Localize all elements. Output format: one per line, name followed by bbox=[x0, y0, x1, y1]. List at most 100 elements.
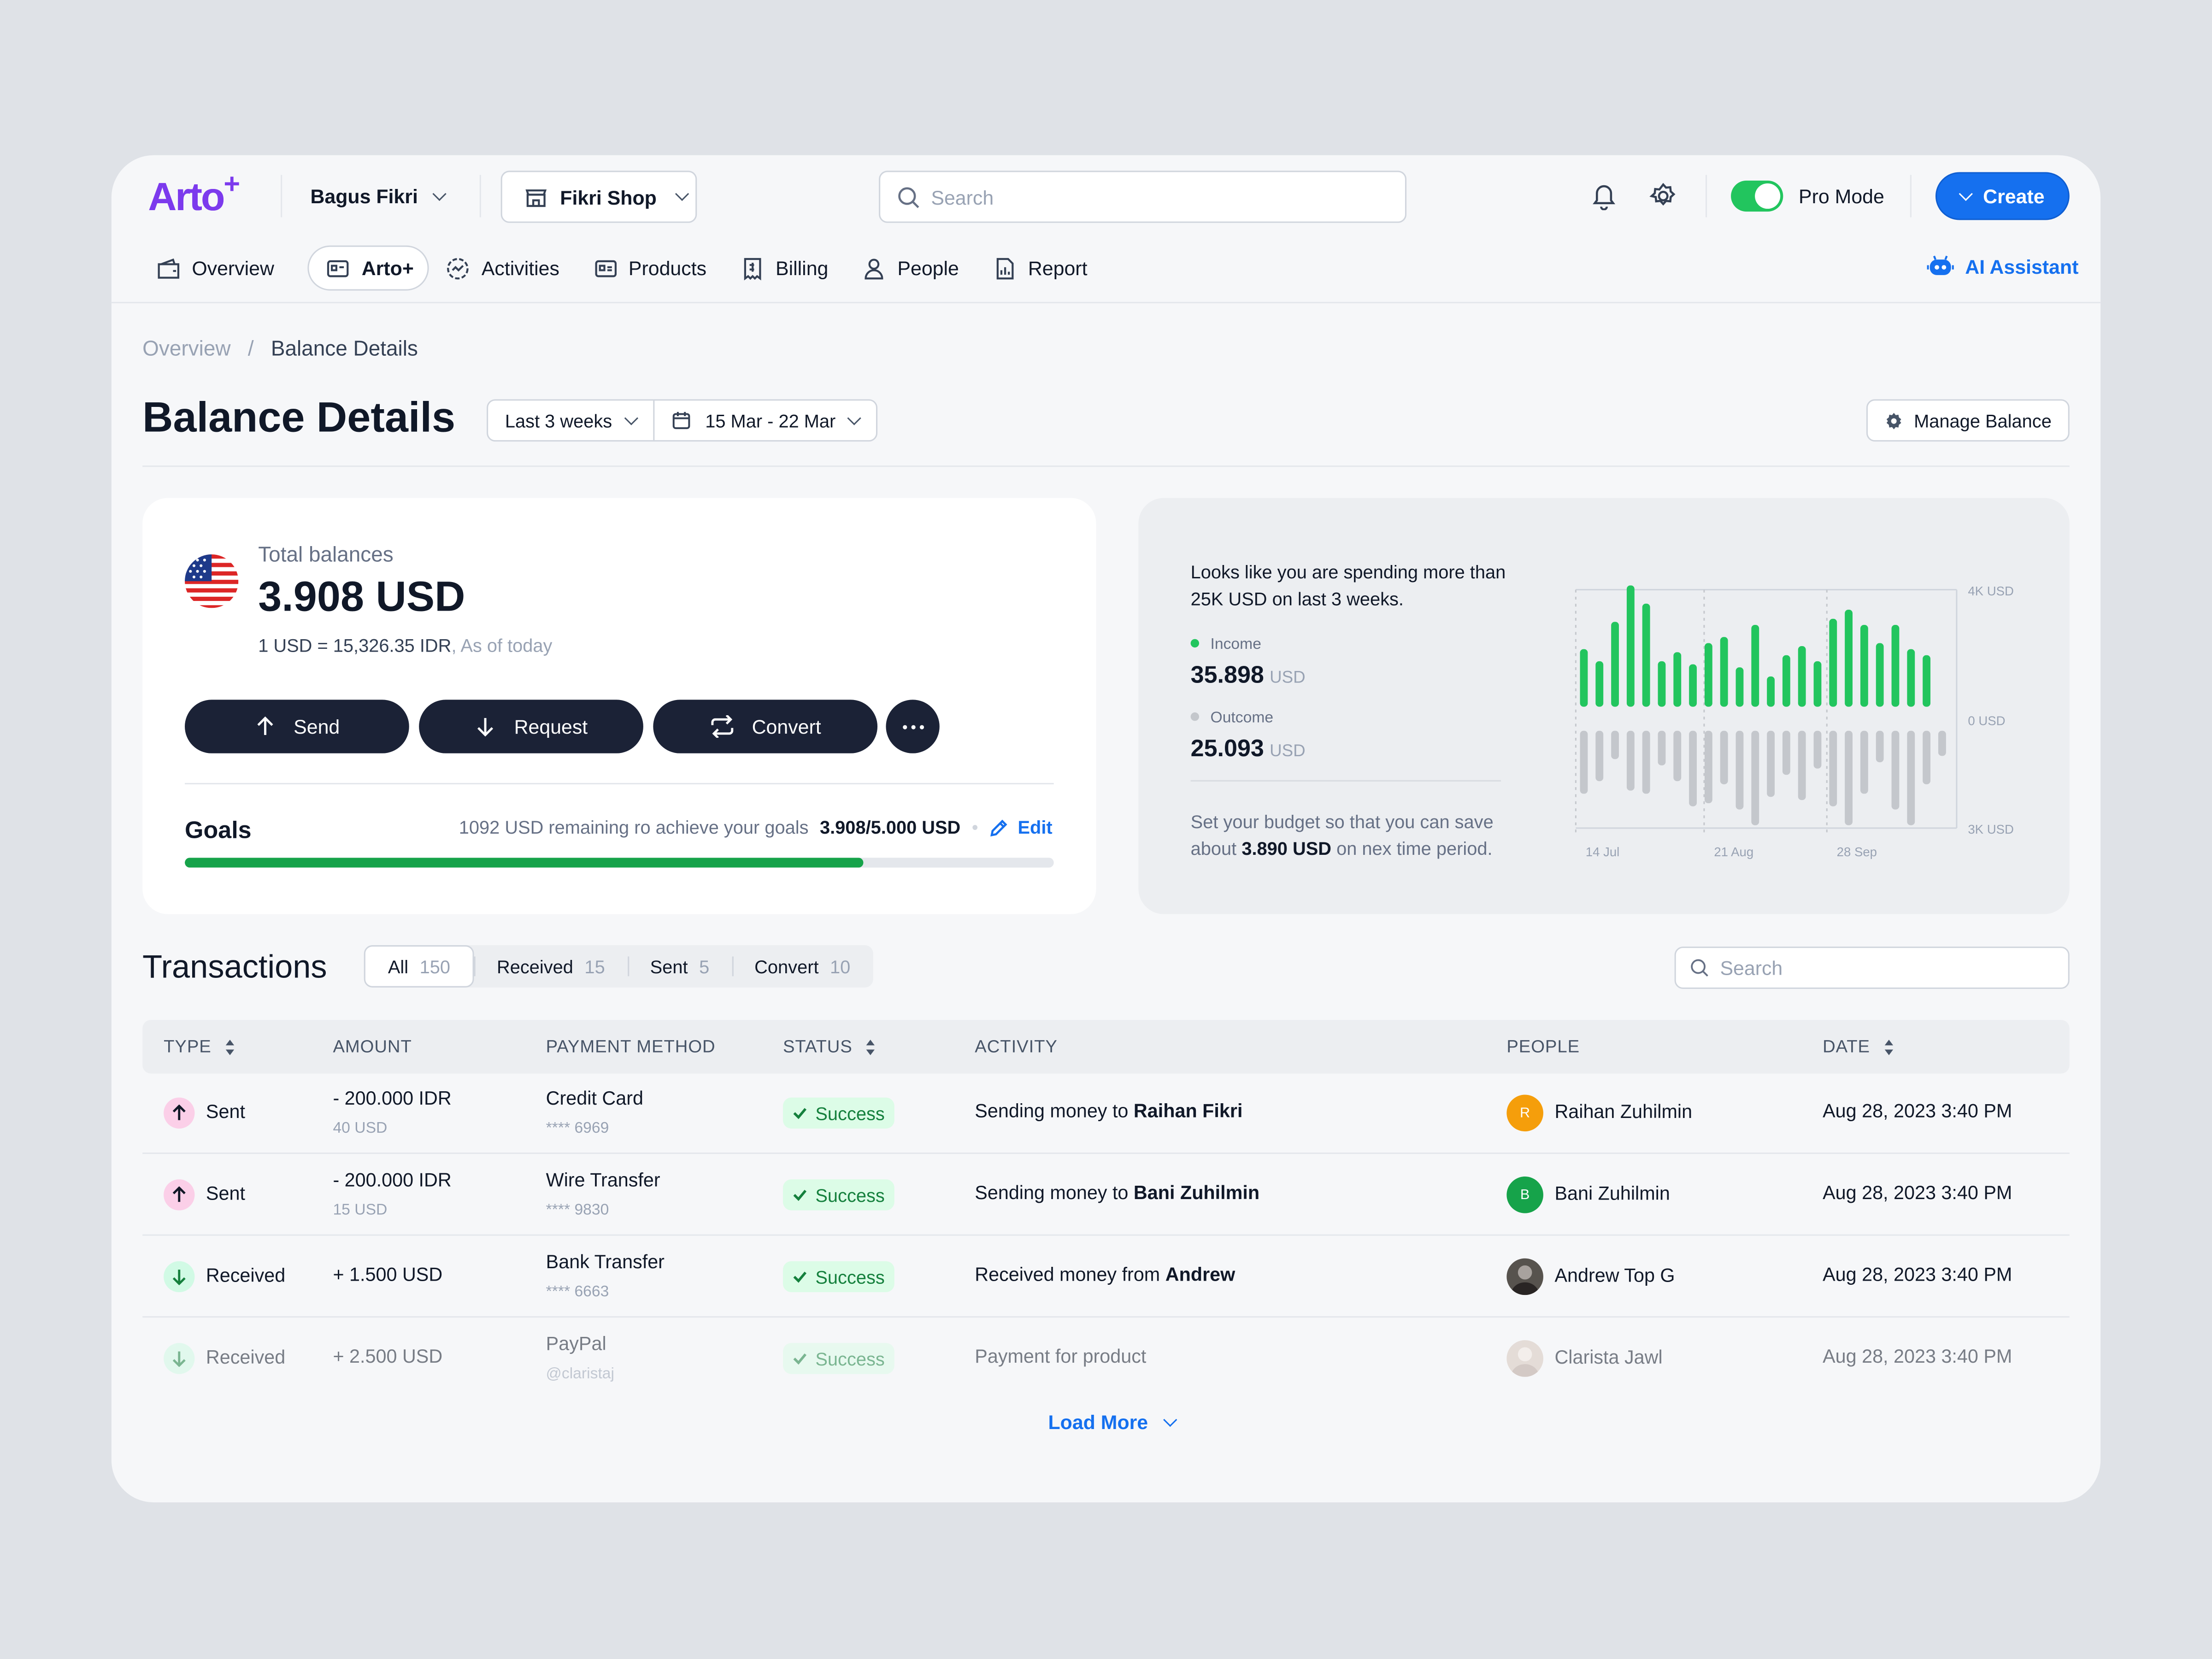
tab-convert[interactable]: Convert 10 bbox=[732, 945, 873, 988]
table-row[interactable]: Sent - 200.000 IDR 15 USD Wire Transfer ****… bbox=[142, 1154, 2070, 1236]
transactions-search[interactable] bbox=[1674, 947, 2070, 989]
nav-people[interactable]: People bbox=[862, 246, 976, 291]
outcome-bar bbox=[1798, 730, 1806, 800]
income-bar bbox=[1798, 646, 1806, 707]
person-cell[interactable]: R Raihan Zuhilmin bbox=[1506, 1094, 1692, 1132]
nav-overview[interactable]: Overview bbox=[157, 246, 291, 291]
sort-icon bbox=[866, 1039, 876, 1055]
sort-icon bbox=[1884, 1039, 1894, 1055]
chevron-down-icon bbox=[433, 186, 447, 200]
outcome-bar bbox=[1860, 730, 1868, 794]
tab-all[interactable]: All 150 bbox=[364, 945, 475, 988]
outcome-legend: Outcome 25.093 USD bbox=[1190, 704, 1306, 764]
report-icon bbox=[996, 257, 1013, 279]
exchange-rate: 1 USD = 15,326.35 IDR, As of today bbox=[258, 635, 553, 656]
avatar bbox=[1506, 1340, 1543, 1377]
amount-cell: - 200.000 IDR 15 USD bbox=[333, 1169, 452, 1219]
activity-cell: Payment for product bbox=[975, 1346, 1147, 1367]
person-cell[interactable]: Clarista Jawl bbox=[1506, 1340, 1663, 1377]
date-cell: Aug 28, 2023 3:40 PM bbox=[1823, 1264, 2012, 1285]
column-date[interactable]: DATE bbox=[1823, 1037, 1894, 1057]
x-tick-label: 14 Jul bbox=[1586, 845, 1620, 859]
request-button[interactable]: Request bbox=[419, 700, 643, 753]
bell-icon[interactable] bbox=[1587, 179, 1621, 213]
column-type[interactable]: TYPE bbox=[164, 1037, 235, 1057]
type-cell: Received bbox=[164, 1343, 285, 1374]
table-row[interactable]: Sent - 200.000 IDR 40 USD Credit Card **** 6… bbox=[142, 1072, 2070, 1154]
product-icon bbox=[594, 259, 616, 277]
breadcrumb-current: Balance Details bbox=[271, 337, 418, 361]
divider bbox=[1910, 175, 1912, 218]
global-search[interactable] bbox=[879, 171, 1407, 223]
outcome-bar bbox=[1580, 730, 1588, 794]
total-balance-label: Total balances bbox=[258, 543, 394, 567]
income-bar bbox=[1891, 624, 1900, 707]
spending-insight-card: Looks like you are spending more than 25… bbox=[1138, 498, 2070, 914]
nav-billing[interactable]: Billing bbox=[741, 246, 846, 291]
calendar-icon bbox=[672, 412, 690, 429]
outcome-bar bbox=[1767, 730, 1775, 797]
column-status[interactable]: STATUS bbox=[783, 1037, 877, 1057]
divider bbox=[1190, 780, 1501, 782]
income-bar bbox=[1673, 652, 1682, 707]
convert-button[interactable]: Convert bbox=[653, 700, 878, 753]
avatar: B bbox=[1506, 1177, 1543, 1213]
nav-activities[interactable]: Activities bbox=[446, 246, 576, 291]
date-cell: Aug 28, 2023 3:40 PM bbox=[1823, 1100, 2012, 1122]
more-options-button[interactable] bbox=[886, 700, 940, 753]
create-label: Create bbox=[1983, 185, 2045, 207]
person-cell[interactable]: B Bani Zuhilmin bbox=[1506, 1177, 1670, 1213]
total-balance-value: 3.908 USD bbox=[258, 574, 465, 621]
nav-arto-plus[interactable]: Arto+ bbox=[308, 245, 429, 291]
type-cell: Sent bbox=[164, 1179, 245, 1211]
gear-icon[interactable] bbox=[1646, 179, 1680, 213]
robot-icon bbox=[1927, 255, 1954, 275]
breadcrumb: Overview / Balance Details bbox=[142, 337, 418, 361]
tab-sent[interactable]: Sent 5 bbox=[627, 945, 732, 988]
outcome-bar bbox=[1923, 730, 1930, 784]
search-input[interactable] bbox=[931, 185, 1298, 208]
table-row[interactable]: Received + 2.500 USD PayPal @claristaj Succe… bbox=[142, 1318, 2070, 1400]
ai-assistant-button[interactable]: AI Assistant bbox=[1927, 254, 2078, 278]
column-people: PEOPLE bbox=[1506, 1036, 1580, 1057]
pro-mode-toggle[interactable] bbox=[1731, 180, 1783, 212]
income-bar bbox=[1611, 622, 1619, 707]
transactions-search-input[interactable] bbox=[1720, 956, 2068, 979]
divider bbox=[185, 782, 1054, 785]
income-bar bbox=[1782, 655, 1790, 707]
breadcrumb-overview[interactable]: Overview bbox=[142, 337, 231, 361]
tab-received[interactable]: Received 15 bbox=[474, 945, 628, 988]
status-badge: Success bbox=[782, 1261, 895, 1293]
income-bar bbox=[1813, 661, 1822, 707]
user-switcher[interactable]: Bagus Fikri bbox=[310, 183, 447, 209]
y-tick-label: 4K USD bbox=[1968, 584, 2014, 598]
budget-suggestion: Set your budget so that you can save abo… bbox=[1190, 811, 1494, 859]
period-select[interactable]: Last 3 weeks bbox=[488, 400, 653, 440]
table-row[interactable]: Received + 1.500 USD Bank Transfer **** 666… bbox=[142, 1236, 2070, 1318]
search-icon bbox=[898, 186, 919, 208]
nav-report[interactable]: Report bbox=[993, 246, 1104, 291]
nav-products[interactable]: Products bbox=[593, 246, 723, 291]
income-bar bbox=[1876, 643, 1884, 707]
send-button[interactable]: Send bbox=[185, 700, 409, 753]
shop-switcher[interactable]: Fikri Shop bbox=[500, 171, 697, 223]
outcome-bar bbox=[1595, 730, 1604, 782]
manage-balance-button[interactable]: Manage Balance bbox=[1866, 399, 2070, 442]
divider bbox=[142, 465, 2070, 467]
amount-cell: + 2.500 USD bbox=[333, 1346, 443, 1367]
edit-goals-button[interactable]: Edit bbox=[989, 817, 1053, 838]
outcome-bar bbox=[1829, 730, 1837, 806]
card-icon bbox=[328, 259, 349, 277]
income-outcome-chart: 4K USD 0 USD 3K USD 14 Jul 21 Aug 28 Sep bbox=[1575, 584, 2014, 859]
outcome-bar bbox=[1813, 730, 1822, 769]
app-logo[interactable]: Arto+ bbox=[148, 169, 240, 220]
load-more-button[interactable]: Load More bbox=[1048, 1411, 1177, 1433]
date-range-select[interactable]: 15 Mar - 22 Mar bbox=[653, 400, 877, 441]
amount-cell: + 1.500 USD bbox=[333, 1264, 443, 1285]
chevron-down-icon bbox=[624, 410, 638, 425]
person-cell[interactable]: Andrew Top G bbox=[1506, 1258, 1675, 1295]
create-button[interactable]: Create bbox=[1935, 172, 2070, 220]
outcome-bar bbox=[1845, 730, 1853, 825]
outcome-bar bbox=[1611, 730, 1619, 759]
payment-method-cell: Bank Transfer **** 6663 bbox=[546, 1251, 665, 1301]
